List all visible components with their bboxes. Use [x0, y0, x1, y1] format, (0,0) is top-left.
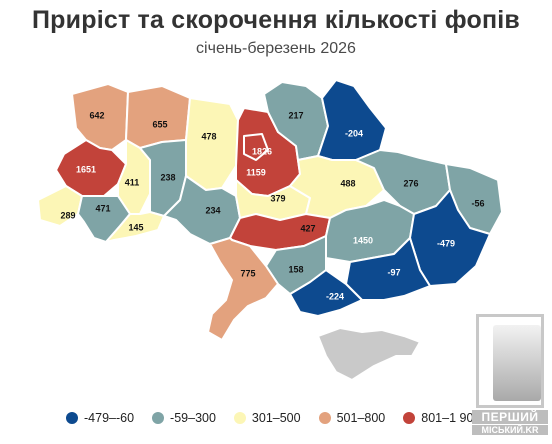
label-khersonska: -224	[326, 291, 344, 301]
region-poltavska	[289, 155, 385, 219]
legend-swatch	[152, 412, 165, 424]
label-vinnytska: 234	[205, 205, 220, 215]
label-ivano-frankivska: 471	[95, 203, 110, 213]
legend-label: -479–-60	[84, 411, 135, 425]
label-chernihivska: 217	[288, 110, 303, 120]
region-odeska	[207, 237, 279, 341]
logo-text-line1: ПЕРШИЙ	[472, 410, 548, 424]
label-kyiv: 1826	[252, 146, 272, 156]
legend-item: 801–1 900	[403, 411, 480, 425]
map-title: Приріст та скорочення кількості фопів	[32, 6, 520, 34]
legend: -479–-60 -59–300 301–500 501–800 801–1 9…	[66, 411, 480, 425]
region-kyiv	[243, 133, 269, 161]
logo-text-line2: МІСЬКИЙ.KR	[472, 425, 548, 435]
legend-label: 501–800	[336, 411, 386, 425]
legend-swatch	[66, 412, 78, 424]
label-chernivetska: 145	[128, 222, 143, 232]
label-cherkaska: 379	[270, 193, 285, 203]
map-subtitle: січень-березень 2026	[196, 40, 356, 57]
label-poltavska: 488	[340, 178, 355, 188]
legend-swatch	[318, 412, 331, 424]
legend-swatch	[233, 412, 246, 424]
label-luhanska: -56	[471, 198, 484, 208]
label-lvivska: 1651	[76, 164, 96, 174]
site-logo: ПЕРШИЙ МІСЬКИЙ.KR	[472, 314, 548, 440]
label-donetska: -479	[437, 238, 455, 248]
label-zaporizka: -97	[387, 267, 400, 277]
legend-item: -59–300	[152, 411, 216, 425]
legend-item: 501–800	[318, 411, 386, 425]
region-crimea	[317, 327, 421, 381]
legend-label: -59–300	[170, 411, 216, 425]
region-zhytomyrska	[185, 97, 239, 191]
label-zakarpatska: 289	[60, 210, 75, 220]
label-kirovohradska: 427	[300, 223, 315, 233]
label-zhytomyrska: 478	[201, 131, 216, 141]
logo-badge	[476, 314, 544, 408]
label-sumska: -204	[345, 128, 363, 138]
legend-swatch	[403, 412, 416, 424]
label-rivnenska: 655	[152, 119, 167, 129]
legend-item: -479–-60	[66, 411, 134, 425]
legend-item: 301–500	[233, 411, 301, 425]
label-dnipropetrovska: 1450	[353, 235, 373, 245]
label-ternopilska: 411	[125, 177, 140, 187]
label-volynska: 642	[89, 110, 104, 120]
region-rivnenska	[125, 85, 191, 149]
label-odeska: 775	[240, 268, 255, 278]
region-chernivetska	[105, 211, 165, 243]
label-kharkivska: 276	[403, 178, 418, 188]
legend-label: 301–500	[251, 411, 301, 425]
region-sumska	[317, 79, 387, 161]
logo-number-one-icon	[493, 325, 541, 401]
label-mykolaivska: 158	[288, 264, 303, 274]
label-khmelnytska: 238	[160, 172, 175, 182]
label-kyivska: 1159	[246, 167, 266, 177]
legend-label: 801–1 900	[421, 411, 481, 425]
